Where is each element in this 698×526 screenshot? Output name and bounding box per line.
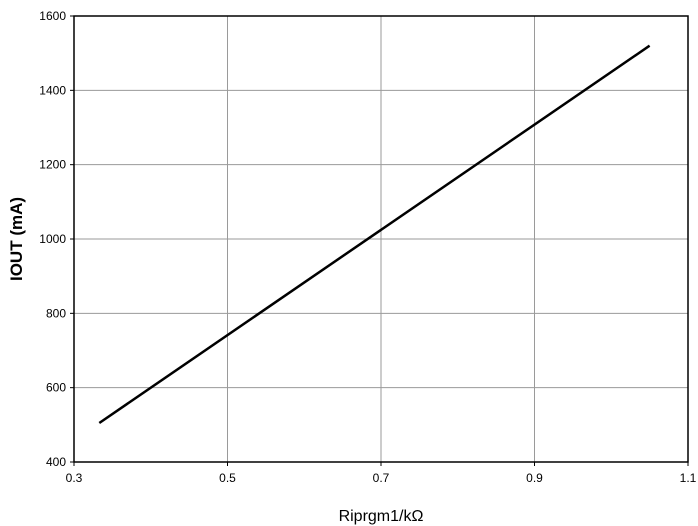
grid-lines [74, 16, 688, 462]
y-axis-title: IOUT (mA) [7, 197, 26, 281]
y-tick-label: 1600 [39, 9, 66, 23]
y-tick-label: 1400 [39, 83, 66, 97]
y-tick-label: 1000 [39, 232, 66, 246]
x-tick-label: 0.3 [66, 471, 83, 485]
axis-ticks: 0.3 0.5 0.7 0.9 1.1 400 600 800 1000 1200 1400 1600 [39, 9, 696, 485]
y-tick-label: 800 [46, 306, 66, 320]
y-tick-label: 600 [46, 381, 66, 395]
y-tick-label: 1200 [39, 158, 66, 172]
x-tick-label: 0.7 [373, 471, 390, 485]
series-lines [98, 44, 651, 425]
x-tick-label: 1.1 [680, 471, 697, 485]
y-tick-label: 400 [46, 455, 66, 469]
series-line-0 [98, 44, 651, 425]
x-axis-title: Riprgm1/kΩ [339, 508, 424, 525]
x-tick-label: 0.5 [219, 471, 236, 485]
x-tick-label: 0.9 [526, 471, 543, 485]
